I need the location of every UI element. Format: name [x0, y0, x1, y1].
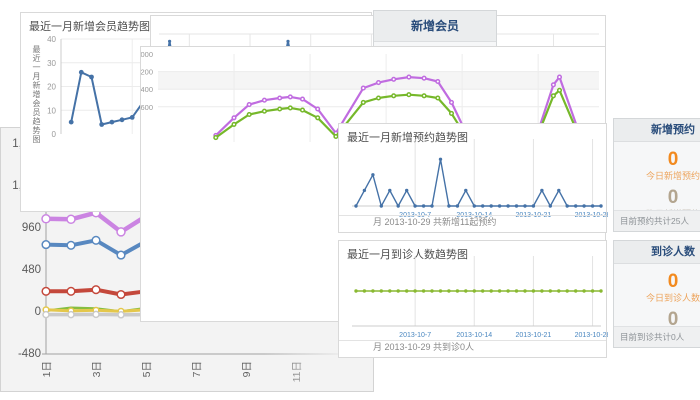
svg-text:960: 960 [22, 222, 41, 234]
visits-today-label: 今日到诊人数 [645, 293, 700, 303]
svg-text:2013-10-21: 2013-10-21 [516, 332, 552, 339]
appointments-trend-widget[interactable]: 最近一月新增预约趋势图 2013-10-7 2013-10-14 2013-10-2… [338, 123, 608, 233]
visits-today-value: 0 [667, 271, 679, 292]
stats-new-appointments-panel[interactable]: 新增预约 0 今日新增预约 0 昨日新增预约 目前预约共计25人 [613, 118, 700, 232]
svg-text:30: 30 [47, 59, 56, 68]
stats-visits-panel[interactable]: 到诊人数 0 今日到诊人数 0 昨日到诊人数 目前到诊共计0人 [613, 240, 700, 348]
visits-yesterday-value: 0 [667, 309, 679, 330]
svg-text:0: 0 [35, 306, 41, 318]
members-weekly-trend-chart[interactable]: 4,000 3,200 2,400 1,600 [141, 47, 607, 323]
svg-text:40: 40 [47, 35, 56, 44]
svg-text:-480: -480 [18, 348, 41, 360]
svg-text:3日: 3日 [91, 361, 103, 377]
stats-new-appointments-header: 新增预约 [614, 119, 700, 142]
svg-text:1,600: 1,600 [141, 103, 153, 112]
appointments-today-label: 今日新增预约 [645, 171, 700, 181]
appointments-today-value: 0 [667, 149, 679, 170]
svg-text:2013-10-14: 2013-10-14 [456, 332, 492, 339]
svg-text:2013-10-28: 2013-10-28 [575, 332, 608, 339]
appointments-yesterday-value: 0 [667, 187, 679, 208]
appointments-total-footer: 目前预约共计25人 [614, 210, 700, 231]
svg-text:5日: 5日 [141, 361, 153, 377]
visits-trend-title: 最近一月到诊人数趋势图 [347, 249, 468, 261]
svg-text:2,400: 2,400 [141, 85, 153, 94]
svg-text:0: 0 [52, 130, 57, 139]
svg-text:9日: 9日 [241, 361, 253, 377]
svg-text:480: 480 [22, 264, 41, 276]
visits-trend-caption: 月 2013-10-29 共到诊0人 [373, 342, 475, 352]
stats-visits-header: 到诊人数 [614, 241, 700, 264]
appointments-caption-divider [339, 215, 606, 216]
members-trend-yaxis-label: 最近一月新增会员趋势图 [32, 45, 41, 144]
svg-text:1日: 1日 [41, 361, 53, 377]
svg-text:10: 10 [47, 106, 56, 115]
visits-trend-chart[interactable]: 2013-10-7 2013-10-14 2013-10-21 2013-10-28 [339, 241, 608, 359]
appointments-trend-title: 最近一月新增预约趋势图 [347, 132, 468, 144]
members-trend-title: 最近一月新增会员趋势图 [29, 21, 150, 33]
svg-text:3,200: 3,200 [141, 68, 153, 77]
svg-text:7日: 7日 [191, 361, 203, 377]
visits-caption-divider [339, 340, 606, 341]
visits-total-footer: 目前到诊共计0人 [614, 326, 700, 347]
svg-text:4,000: 4,000 [141, 50, 153, 59]
stats-new-members-header: 新增会员 [374, 11, 496, 42]
appointments-trend-caption: 月 2013-10-29 共新增11起预约 [373, 217, 497, 227]
visits-trend-widget[interactable]: 最近一月到诊人数趋势图 2013-10-7 2013-10-14 2013-10-2… [338, 240, 608, 359]
svg-text:20: 20 [47, 83, 56, 92]
svg-text:2013-10-7: 2013-10-7 [399, 332, 431, 339]
